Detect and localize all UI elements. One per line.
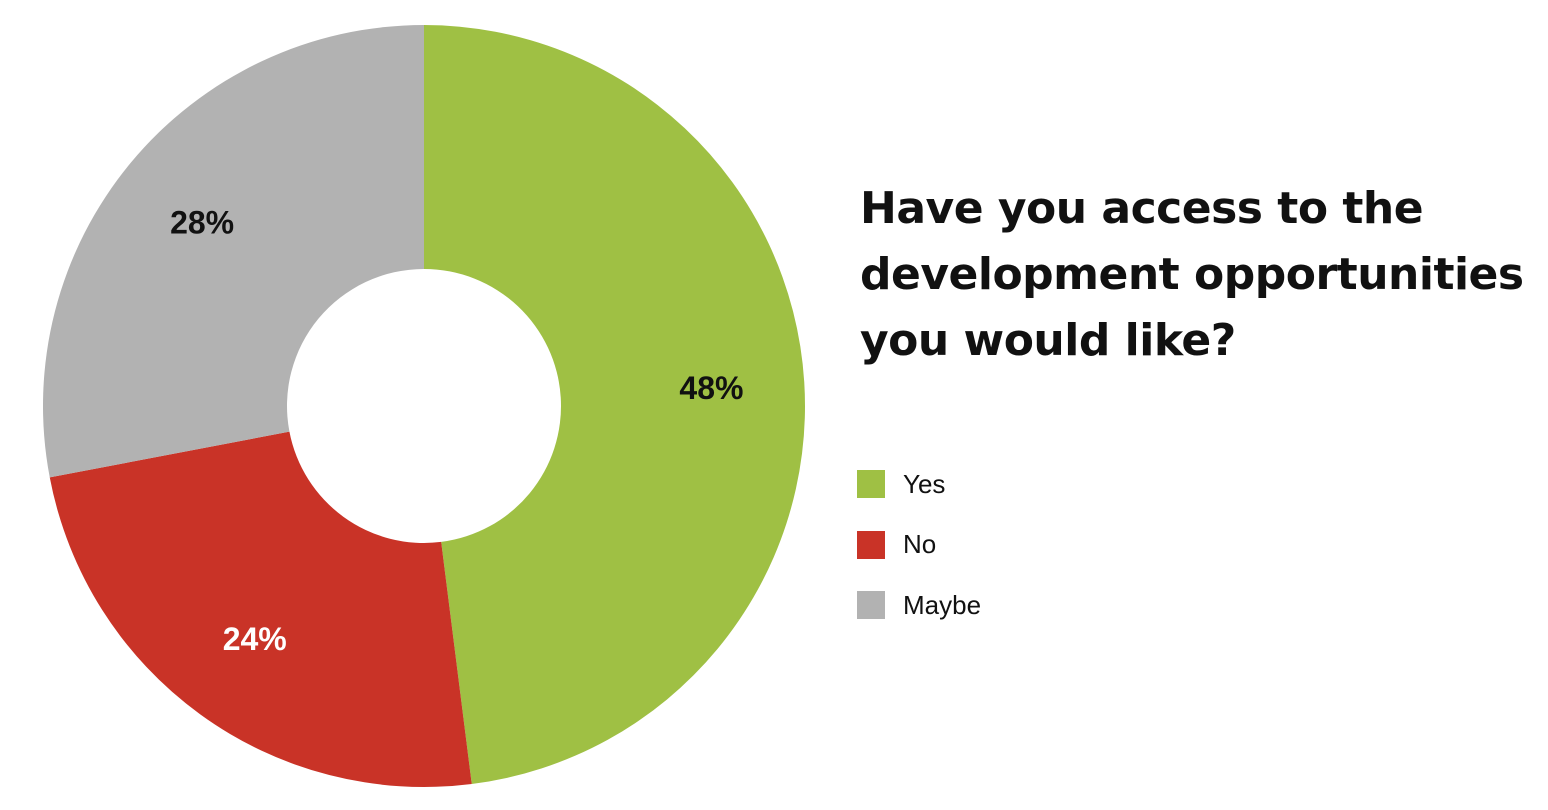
legend-item-yes: Yes xyxy=(857,466,981,502)
legend-item-no: No xyxy=(857,527,981,563)
legend-swatch-no xyxy=(857,530,885,559)
donut-slice-maybe xyxy=(42,25,424,478)
slice-label-yes: 48% xyxy=(679,370,743,406)
slice-label-maybe: 28% xyxy=(170,204,234,240)
legend-item-maybe: Maybe xyxy=(857,587,981,623)
legend-swatch-yes xyxy=(857,470,885,498)
donut-slices xyxy=(42,25,806,787)
donut-slice-labels: 48% 24% 28% xyxy=(170,204,743,657)
donut-slice-no xyxy=(49,431,472,787)
donut-chart: 48% 24% 28% xyxy=(42,25,806,787)
legend-label-no: No xyxy=(903,529,937,559)
chart-legend: Yes No Maybe xyxy=(857,466,981,648)
chart-title-line-2: development opportunities xyxy=(860,249,1524,300)
donut-slice-yes xyxy=(424,25,806,784)
chart-title-line-1: Have you access to the xyxy=(860,183,1424,234)
legend-label-yes: Yes xyxy=(903,468,946,499)
slice-label-no: 24% xyxy=(223,621,287,657)
chart-title: Have you access to the development oppor… xyxy=(860,176,1540,374)
chart-title-line-3: you would like? xyxy=(860,315,1236,366)
legend-swatch-maybe xyxy=(857,591,885,619)
legend-label-maybe: Maybe xyxy=(903,589,982,620)
